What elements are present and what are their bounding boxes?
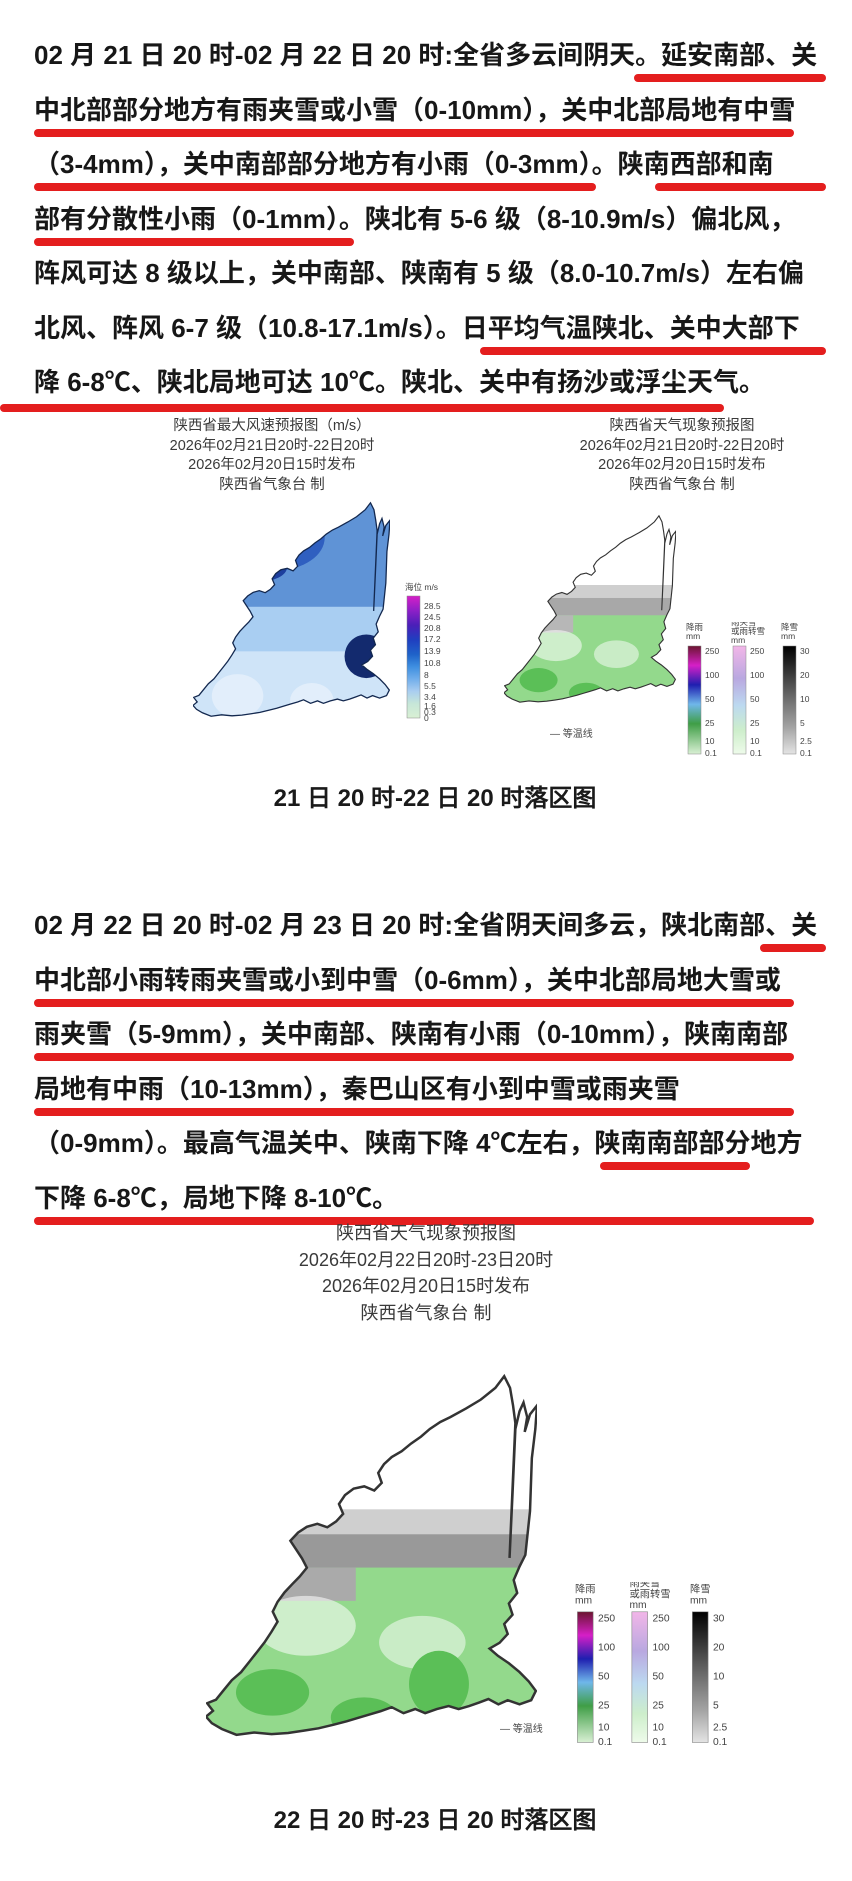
svg-text:30: 30 [713,1613,725,1624]
svg-text:25: 25 [598,1701,610,1712]
svg-text:24.5: 24.5 [424,612,441,622]
svg-text:10.8: 10.8 [424,658,441,668]
svg-text:25: 25 [750,718,760,728]
svg-text:100: 100 [652,1643,669,1654]
svg-text:250: 250 [598,1613,615,1624]
svg-text:10: 10 [598,1722,610,1733]
svg-text:0.1: 0.1 [750,748,762,758]
svg-text:17.2: 17.2 [424,634,441,644]
svg-text:20: 20 [800,670,810,680]
svg-text:8: 8 [424,670,429,680]
svg-text:5.5: 5.5 [424,681,436,691]
svg-text:10: 10 [750,736,760,746]
svg-text:10: 10 [705,736,715,746]
svg-text:2.5: 2.5 [713,1722,728,1733]
svg-text:mm: mm [690,1595,707,1606]
svg-text:mm: mm [731,635,745,645]
svg-text:250: 250 [705,646,719,656]
svg-text:50: 50 [750,694,760,704]
svg-text:或雨转雪: 或雨转雪 [629,1587,670,1600]
svg-text:0.1: 0.1 [713,1737,728,1748]
svg-text:mm: mm [629,1600,646,1611]
svg-text:100: 100 [598,1643,615,1654]
svg-text:10: 10 [652,1722,664,1733]
svg-text:100: 100 [750,670,764,680]
svg-text:50: 50 [598,1672,610,1683]
svg-text:0.1: 0.1 [652,1737,667,1748]
svg-text:50: 50 [705,694,715,704]
svg-text:20: 20 [713,1643,725,1654]
svg-text:mm: mm [781,631,795,641]
svg-text:mm: mm [686,631,700,641]
svg-text:降雪: 降雪 [690,1582,711,1595]
svg-text:0.1: 0.1 [800,748,812,758]
svg-text:25: 25 [652,1701,664,1712]
svg-text:海位 m/s: 海位 m/s [405,582,438,592]
svg-text:30: 30 [800,646,810,656]
svg-text:0.1: 0.1 [705,748,717,758]
svg-text:50: 50 [652,1672,664,1683]
svg-text:2.5: 2.5 [800,736,812,746]
svg-text:28.5: 28.5 [424,601,441,611]
svg-text:250: 250 [652,1613,669,1624]
svg-text:25: 25 [705,718,715,728]
svg-text:0.1: 0.1 [598,1737,613,1748]
svg-text:20.8: 20.8 [424,623,441,633]
svg-text:5: 5 [713,1701,719,1712]
svg-text:5: 5 [800,718,805,728]
svg-text:10: 10 [800,694,810,704]
svg-text:降雨: 降雨 [575,1582,596,1595]
svg-text:mm: mm [575,1595,592,1606]
svg-text:250: 250 [750,646,764,656]
svg-text:10: 10 [713,1672,725,1683]
svg-text:100: 100 [705,670,719,680]
svg-text:0: 0 [424,713,429,723]
svg-text:13.9: 13.9 [424,646,441,656]
